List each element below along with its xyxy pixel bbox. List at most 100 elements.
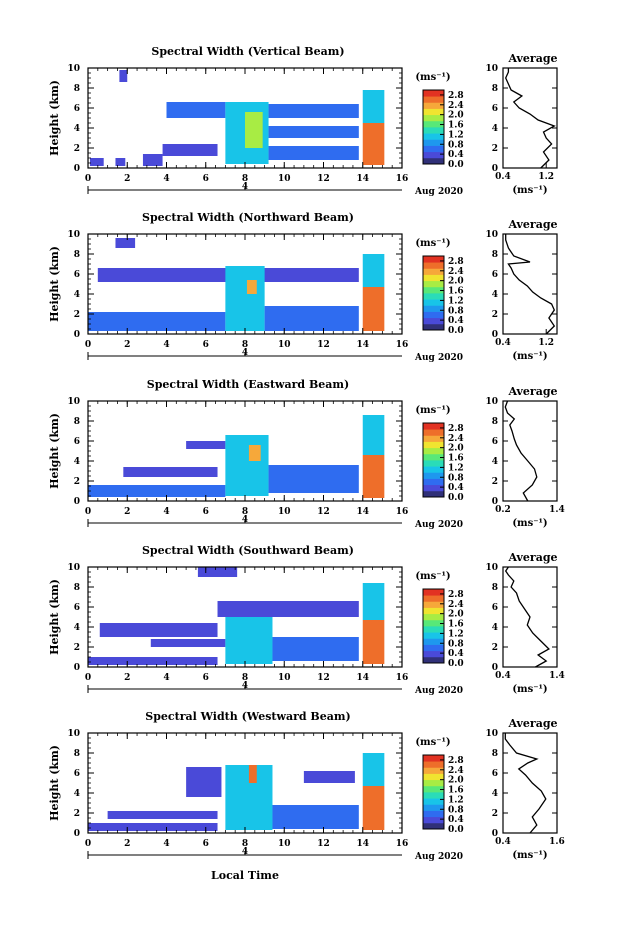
panel-3: Spectral Width (Eastward Beam) 0 2 4 6 8 10 12 1…	[48, 378, 565, 530]
colorbar-tick-label: 0.8	[448, 805, 464, 815]
profile-y-tick-label: 4	[492, 290, 498, 300]
panel-title: Spectral Width (Westward Beam)	[145, 710, 350, 723]
heatmap-cell	[245, 112, 263, 148]
colorbar-swatch	[423, 595, 444, 602]
x-tick-label: 8	[242, 340, 248, 350]
x-axis-label: Local Time	[211, 869, 279, 882]
heatmap-cell	[217, 601, 359, 617]
heatmap-cells	[88, 753, 385, 831]
colorbar-swatch	[423, 293, 444, 300]
colorbar-swatch	[423, 816, 444, 824]
profile-y-tick-label: 10	[485, 563, 498, 573]
colorbar-tick-label: 2.0	[448, 444, 464, 454]
heatmap-cell	[362, 455, 385, 498]
colorbar-swatch	[423, 256, 444, 263]
colorbar-swatch	[423, 323, 444, 331]
colorbar-swatch	[423, 441, 444, 449]
panel-title: Spectral Width (Eastward Beam)	[147, 378, 349, 391]
x-tick-label: 12	[317, 340, 330, 350]
x-tick-label: 14	[356, 673, 369, 683]
colorbar-swatch	[423, 133, 444, 140]
profile-y-tick-label: 10	[485, 397, 498, 407]
colorbar-swatch	[423, 127, 444, 134]
profile-y-tick-label: 6	[492, 769, 498, 779]
profile-x-tick-label: 0.4	[495, 338, 511, 348]
colorbar-swatch	[423, 472, 444, 479]
heatmap-cell	[246, 280, 257, 294]
x-tick-label: 8	[242, 507, 248, 517]
x-tick-label: 16	[396, 507, 409, 517]
colorbar-tick-label: 2.8	[448, 756, 464, 766]
heatmap-cell	[119, 70, 128, 82]
colorbar-swatch	[423, 761, 444, 768]
y-tick-label: 8	[74, 417, 80, 427]
y-axis-label: Height (km)	[48, 745, 61, 821]
colorbar-frame	[422, 588, 445, 664]
heatmap-cell	[362, 123, 385, 165]
colorbar-swatch	[423, 96, 444, 103]
panel-title: Spectral Width (Southward Beam)	[142, 544, 354, 557]
heatmap-cell	[166, 102, 226, 118]
colorbar-tick-label: 1.2	[448, 795, 464, 805]
profile-y-tick-label: 8	[492, 749, 498, 759]
colorbar-swatch	[423, 268, 444, 275]
profile-x-tick-label: 1.2	[538, 172, 554, 182]
x-tick-label: 16	[396, 839, 409, 849]
profile-frame	[502, 67, 558, 169]
x-tick-label: 2	[124, 839, 130, 849]
colorbar-tick-label: 1.6	[448, 620, 464, 630]
profile-y-tick-label: 2	[492, 643, 498, 653]
colorbar-tick-label: 1.6	[448, 454, 464, 464]
profile-x-tick-label: 1.2	[538, 338, 554, 348]
y-tick-label: 2	[74, 809, 80, 819]
y-tick-label: 2	[74, 144, 80, 154]
colorbar-swatch	[423, 145, 444, 153]
y-tick-label: 8	[74, 84, 80, 94]
date-label: Aug 2020	[414, 852, 463, 862]
y-tick-label: 4	[74, 457, 80, 467]
colorbar-swatch	[423, 822, 444, 830]
x-tick-label: 10	[278, 673, 291, 683]
x-tick-label: 2	[124, 174, 130, 184]
y-axis-label: Height (km)	[48, 246, 61, 322]
x-tick-label: 14	[356, 507, 369, 517]
colorbar-swatch	[423, 435, 444, 442]
profile-y-tick-label: 8	[492, 84, 498, 94]
heatmap-cell	[225, 611, 273, 664]
heatmap-cells	[88, 567, 385, 665]
profile-line	[504, 400, 538, 502]
y-tick-label: 10	[67, 230, 80, 240]
x-tick-label: 0	[85, 673, 91, 683]
heatmap-cell	[268, 126, 359, 138]
profile-x-label: (ms⁻¹)	[512, 185, 547, 196]
panel-1: Spectral Width (Vertical Beam) 0 2 4 6 8 10 12 1…	[48, 45, 558, 197]
colorbar-swatch	[423, 299, 444, 306]
colorbar-swatch	[423, 114, 444, 122]
x-tick-label: 10	[278, 340, 291, 350]
x-tick-label: 10	[278, 174, 291, 184]
colorbar-tick-label: 0.8	[448, 306, 464, 316]
profile-y-tick-label: 8	[492, 417, 498, 427]
heatmap-cell	[362, 583, 385, 620]
profile-y-tick-label: 8	[492, 583, 498, 593]
heatmap-cell	[197, 567, 238, 577]
colorbar-swatch	[423, 767, 444, 774]
x-tick-label: 12	[317, 839, 330, 849]
x-tick-label: 4	[163, 174, 169, 184]
profile-x-label: (ms⁻¹)	[512, 351, 547, 362]
profile-x-label: (ms⁻¹)	[512, 518, 547, 529]
colorbar-tick-label: 2.0	[448, 111, 464, 121]
heatmap-cells	[88, 415, 385, 498]
y-tick-label: 2	[74, 643, 80, 653]
heatmap-cell	[303, 771, 355, 783]
y-tick-label: 6	[74, 769, 80, 779]
y-tick-label: 10	[67, 64, 80, 74]
heatmap-cell	[268, 146, 359, 160]
profile-x-tick-label: 1.4	[549, 671, 565, 681]
y-tick-label: 0	[74, 829, 80, 839]
heatmap-cell	[272, 805, 359, 829]
colorbar-tick-label: 2.8	[448, 91, 464, 101]
colorbar-tick-label: 2.0	[448, 610, 464, 620]
colorbar-swatch	[423, 810, 444, 818]
